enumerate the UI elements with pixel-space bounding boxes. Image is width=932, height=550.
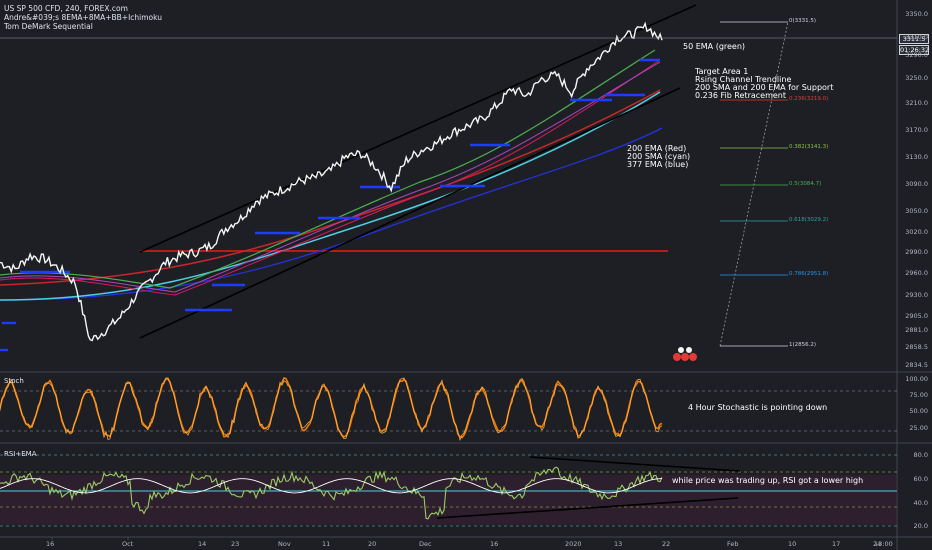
time-axis-tick: 14	[198, 540, 207, 548]
blue-level-segments	[0, 58, 660, 352]
rsi-divergence-upper	[529, 456, 741, 472]
time-axis-tick: 24	[873, 540, 882, 548]
fib-level-label: 0(3331.5)	[789, 18, 817, 24]
indicator-label-2: Tom DeMark Sequential	[4, 22, 93, 31]
ema377-blue-line	[0, 127, 663, 301]
magenta-ma-line	[0, 59, 661, 296]
fib-level-label: 0.5(3084.7)	[789, 181, 822, 187]
price-axis-tick: 3210.0	[905, 99, 928, 107]
fib-level-label: 0.618(3029.2)	[789, 217, 829, 223]
price-axis-tick: 2905.0	[905, 312, 928, 320]
time-axis-tick: 20	[368, 540, 377, 548]
price-axis-tick: 3250.0	[905, 74, 928, 82]
fib-level-label: 0.786(2951.8)	[789, 271, 829, 277]
price-axis-tick: 3310.0	[905, 33, 928, 41]
stoch-axis-tick: 100.00	[905, 375, 928, 383]
price-axis-tick: 3170.0	[905, 126, 928, 134]
price-axis-tick: 2990.0	[905, 248, 928, 256]
stoch-k-line	[0, 377, 663, 442]
ma-annotation-2: 200 SMA (cyan)	[627, 152, 691, 161]
ema50-green-line	[0, 49, 656, 289]
fib-diagonal	[719, 21, 789, 347]
price-axis-tick: 3290.0	[905, 51, 928, 59]
price-axis-tick: 3130.0	[905, 153, 928, 161]
price-axis-tick: 2960.0	[905, 269, 928, 277]
time-axis-tick: Oct	[122, 540, 134, 548]
target-annotation-1: Target Area 1	[695, 67, 749, 76]
time-axis-tick: 10	[788, 540, 797, 548]
stoch-pane-title: Stoch	[4, 377, 24, 385]
price-axis-tick: 3350.0	[905, 10, 928, 18]
symbol-title: US SP 500 CFD, 240, FOREX.com	[4, 4, 128, 13]
ma-annotation-1: 200 EMA (Red)	[627, 144, 687, 153]
stoch-annotation: 4 Hour Stochastic is pointing down	[688, 403, 828, 412]
price-axis-tick: 2858.5	[905, 343, 928, 351]
bar-countdown: 01:26:32	[899, 45, 930, 55]
rsi-pane-title: RSI+EMA	[4, 450, 37, 458]
time-axis-tick: 2020	[565, 540, 582, 548]
rsi-axis-tick: 60.0	[913, 475, 928, 483]
time-axis-tick: 16	[490, 540, 499, 548]
fib-level-label: 0.236(3219.0)	[789, 96, 829, 102]
time-axis-tick: 23	[231, 540, 240, 548]
ema50-annotation: 50 EMA (green)	[683, 42, 746, 51]
rsi-annotation: while price was trading up, RSI got a lo…	[672, 476, 864, 485]
fib-level-label: 0.382(3141.3)	[789, 144, 829, 150]
time-axis-tick: Feb	[727, 540, 739, 548]
price-axis-tick: 3020.0	[905, 228, 928, 236]
stoch-axis-tick: 75.00	[909, 391, 928, 399]
x-tick-marks	[51, 537, 129, 540]
time-axis-tick: 17	[832, 540, 841, 548]
ma-annotation-3: 377 EMA (blue)	[627, 160, 689, 169]
current-price-label: 3311.5	[899, 34, 929, 44]
rsi-axis-tick: 20.0	[913, 522, 928, 530]
channel-upper-line	[139, 4, 697, 253]
price-axis-tick: 2930.0	[905, 291, 928, 299]
td-sequential-markers	[673, 347, 697, 361]
target-annotation-3: 200 SMA and 200 EMA for Support	[695, 83, 834, 92]
fib-level-label: 1(2856.2)	[789, 342, 817, 348]
time-axis-tick: Nov	[278, 540, 291, 548]
target-annotation-2: Rsing Channel Trendline	[695, 75, 792, 84]
time-axis-tick: 22	[662, 540, 671, 548]
time-axis-tick: 13	[614, 540, 623, 548]
target-annotation-4: 0.236 Fib Retracement	[695, 91, 786, 100]
time-axis-tick: Dec	[419, 540, 432, 548]
rsi-ema-line	[0, 478, 662, 494]
price-tag: 3311.5 01:26:32	[899, 34, 929, 56]
price-axis-tick: 3050.0	[905, 207, 928, 215]
price-axis-tick: 2881.0	[905, 326, 928, 334]
rsi-axis-tick: 40.0	[913, 499, 928, 507]
rsi-line	[0, 466, 663, 520]
rsi-divergence-lower	[436, 497, 739, 519]
time-axis-tick: 13:00	[874, 540, 893, 548]
price-axis-tick: 3090.0	[905, 180, 928, 188]
indicator-label-1: Andre&#039;s 8EMA+8MA+BB+Ichimoku	[4, 13, 163, 22]
time-axis-tick: 16	[46, 540, 55, 548]
sma200-cyan-line	[0, 91, 661, 301]
channel-lower-line	[139, 87, 681, 339]
price-axis-tick: 2834.5	[905, 361, 928, 369]
stoch-axis-tick: 50.00	[909, 407, 928, 415]
ema200-red-line	[0, 89, 661, 286]
rsi-axis-tick: 80.0	[913, 451, 928, 459]
purple-ma-line	[0, 61, 661, 293]
stoch-axis-tick: 25.00	[909, 424, 928, 432]
price-series-line	[0, 21, 663, 342]
time-axis-tick: 11	[322, 540, 331, 548]
